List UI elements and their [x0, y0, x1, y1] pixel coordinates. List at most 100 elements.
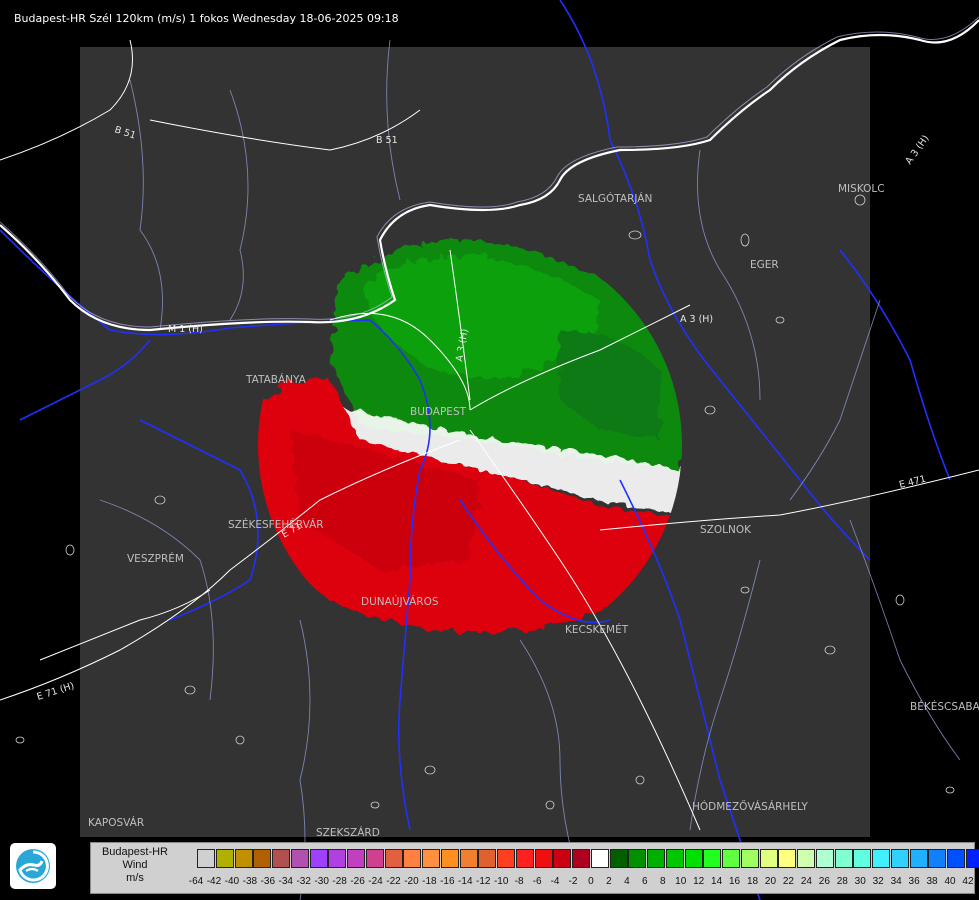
legend-swatch [440, 849, 459, 868]
country-border [0, 19, 979, 332]
legend-swatch [328, 849, 347, 868]
place-label: BUDAPEST [410, 406, 467, 418]
legend-tick-label: -10 [493, 876, 509, 887]
rivers [0, 0, 951, 900]
legend-swatch [272, 849, 290, 868]
place-label: KECSKEMÉT [565, 623, 629, 636]
legend-tick-label: 18 [746, 876, 759, 887]
place-label: SALGÓTARJÁN [578, 192, 652, 205]
legend-swatch [403, 849, 422, 868]
place-label: EGER [750, 259, 779, 271]
legend-tick-label: 40 [944, 876, 956, 887]
legend-tick-label: 16 [729, 876, 741, 887]
legend-unit: m/s [126, 872, 144, 884]
legend-swatch [722, 849, 740, 868]
met-service-logo-icon [10, 843, 56, 889]
legend-tick-label: 24 [800, 876, 812, 887]
legend-tick-label: 2 [606, 876, 612, 887]
legend-tick-label: 4 [624, 876, 630, 887]
legend-tick-label: 36 [908, 876, 920, 887]
legend-swatch [459, 849, 478, 868]
legend-swatch [478, 849, 497, 868]
legend-swatch [740, 849, 759, 868]
place-label: DUNAÚJVÁROS [361, 595, 439, 608]
legend-swatch [965, 849, 979, 868]
legend-swatch [797, 849, 815, 868]
legend-swatch [703, 849, 722, 868]
legend-tick-label: -8 [514, 876, 524, 887]
legend-tick-label: -12 [476, 876, 491, 887]
legend-swatch [384, 849, 403, 868]
legend-tick-label: 8 [659, 876, 666, 887]
legend-swatch [665, 849, 684, 868]
place-label: VESZPRÉM [127, 552, 184, 565]
legend-swatch [197, 849, 215, 868]
map-title: Budapest-HR Szél 120km (m/s) 1 fokos Wed… [14, 12, 399, 25]
legend-tick-label: -30 [314, 876, 329, 887]
legend-swatch [497, 849, 515, 868]
legend-swatch [309, 849, 328, 868]
legend-tick-label: 30 [854, 876, 866, 887]
legend-tick-label: 14 [711, 876, 723, 887]
legend-product: Wind [122, 859, 148, 871]
legend-swatch [928, 849, 947, 868]
legend-swatch [515, 849, 534, 868]
legend-swatch [553, 849, 572, 868]
legend-swatch [872, 849, 890, 868]
legend-tick-label: -4 [550, 876, 560, 887]
legend-tick-label: -28 [332, 876, 347, 887]
legend-swatch [815, 849, 834, 868]
legend-tick-label: -36 [260, 876, 276, 887]
legend-tick-label: 20 [764, 876, 777, 887]
radar-echoes [258, 239, 682, 633]
place-label: MISKOLC [838, 183, 885, 195]
legend-swatch [572, 849, 590, 868]
road-label: A 3 (H) [680, 314, 713, 325]
legend-swatch [290, 849, 309, 868]
legend-tick-label: -6 [532, 876, 542, 887]
legend-tick-label: -64 [188, 876, 204, 887]
country-border-halo [0, 16, 979, 328]
legend-swatch [253, 849, 272, 868]
legend-swatch [684, 849, 703, 868]
place-label: SZÉKESFEHÉRVÁR [228, 518, 324, 531]
legend-tick-label: 12 [693, 876, 705, 887]
legend-tick-label: 34 [890, 876, 902, 887]
legend-tick-label: 10 [675, 876, 687, 887]
legend-swatch [853, 849, 872, 868]
legend-tick-label: -14 [458, 876, 473, 887]
legend-swatch [215, 849, 234, 868]
place-label: TATABÁNYA [245, 373, 307, 386]
legend-tick-label: -38 [242, 876, 258, 887]
legend-tick-label: -24 [368, 876, 383, 887]
legend-tick-label: 42 [962, 876, 974, 887]
legend-swatch [890, 849, 909, 868]
legend-tick-label: 22 [782, 876, 794, 887]
legend-tick-label: 28 [836, 876, 848, 887]
legend-swatch [234, 849, 253, 868]
legend-tick-label: 38 [926, 876, 938, 887]
legend-tick-label: 6 [642, 876, 648, 887]
legend-tick-label: -42 [206, 876, 222, 887]
legend-swatch [590, 849, 609, 868]
legend-swatch [834, 849, 853, 868]
legend-ticks: -64 -42 -40 -38 -36 -34 -32 -30 -28 -26 -24 -22 -20-… [187, 876, 977, 887]
legend-tick-label: -34 [278, 876, 293, 887]
legend-swatch [609, 849, 628, 868]
legend-tick-label: -20 [404, 876, 419, 887]
legend-swatch [909, 849, 928, 868]
legend-tick-label: -2 [568, 876, 578, 887]
legend-swatch [628, 849, 647, 868]
legend-tick-label: -18 [422, 876, 437, 887]
legend-swatch [422, 849, 440, 868]
road-label: B 51 [376, 135, 398, 146]
legend-tick-label: -22 [386, 876, 401, 887]
legend-tick-label: -32 [296, 876, 311, 887]
place-label: SZOLNOK [700, 524, 752, 536]
legend-swatch [534, 849, 553, 868]
legend-tick-label: -40 [224, 876, 240, 887]
place-label: SZEKSZÁRD [316, 826, 380, 839]
legend-title: Budapest-HR Wind m/s [91, 846, 179, 885]
legend-swatch [759, 849, 778, 868]
